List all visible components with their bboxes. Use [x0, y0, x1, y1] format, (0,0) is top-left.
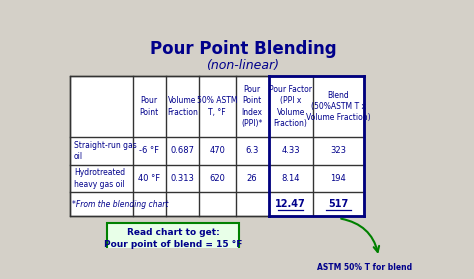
Text: Blend
(50%ASTM T x
Volume Fraction): Blend (50%ASTM T x Volume Fraction): [306, 91, 371, 122]
Text: 323: 323: [330, 146, 346, 155]
Text: 8.14: 8.14: [282, 174, 300, 183]
Text: Volume
Fraction: Volume Fraction: [167, 97, 198, 117]
Text: 194: 194: [330, 174, 346, 183]
FancyBboxPatch shape: [107, 223, 239, 255]
Text: Pour
Point
Index
(PPI)*: Pour Point Index (PPI)*: [241, 85, 263, 128]
Text: 517: 517: [328, 199, 348, 209]
Text: 4.33: 4.33: [282, 146, 300, 155]
Text: Read chart to get:
Pour point of blend = 15 °F: Read chart to get: Pour point of blend =…: [104, 228, 242, 249]
Text: 26: 26: [247, 174, 257, 183]
Text: Pour
Point: Pour Point: [140, 97, 159, 117]
Text: Pour Point Blending: Pour Point Blending: [150, 40, 336, 58]
Text: Straight-run gas
oil: Straight-run gas oil: [74, 141, 137, 161]
Text: 50% ASTM
T, °F: 50% ASTM T, °F: [197, 97, 237, 117]
Text: (non-linear): (non-linear): [206, 59, 280, 72]
Text: ASTM 50% T for blend: ASTM 50% T for blend: [317, 263, 412, 272]
Text: -6 °F: -6 °F: [139, 146, 159, 155]
Text: 40 °F: 40 °F: [138, 174, 160, 183]
Text: 12.47: 12.47: [275, 199, 306, 209]
Text: 0.313: 0.313: [170, 174, 194, 183]
Text: Hydrotreated
heavy gas oil: Hydrotreated heavy gas oil: [74, 169, 125, 189]
Text: *From the blending chart: *From the blending chart: [72, 200, 168, 209]
Text: 6.3: 6.3: [246, 146, 259, 155]
Text: Pour Factor
(PPI x
Volume
Fraction): Pour Factor (PPI x Volume Fraction): [269, 85, 312, 128]
Text: 470: 470: [210, 146, 225, 155]
FancyBboxPatch shape: [70, 76, 364, 216]
Text: 620: 620: [210, 174, 225, 183]
Text: 0.687: 0.687: [170, 146, 194, 155]
